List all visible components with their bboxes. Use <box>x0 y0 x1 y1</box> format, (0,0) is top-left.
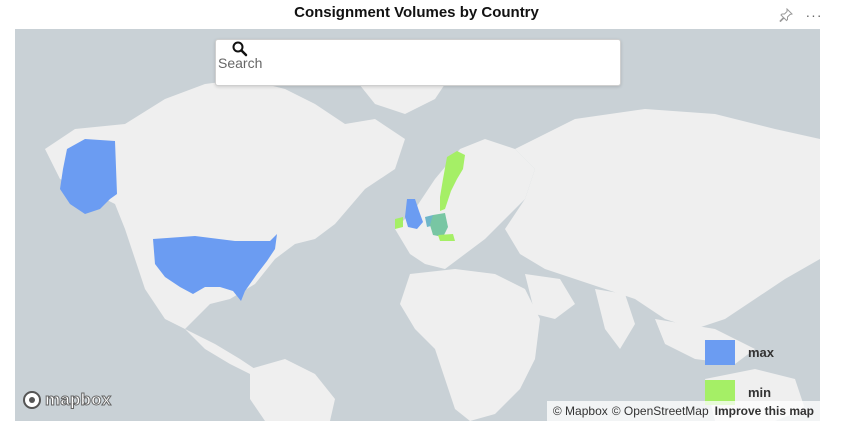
landmass-japan <box>740 234 757 269</box>
landmass-north-america <box>45 79 405 329</box>
country-united-states <box>153 234 277 301</box>
landmass-asia <box>505 109 820 329</box>
mapbox-logo-text: mapbox <box>44 390 112 410</box>
country-united-kingdom <box>405 199 423 229</box>
visual-header-actions: ··· <box>777 6 823 24</box>
legend-label-min: min <box>748 384 772 400</box>
choropleth-layer <box>60 139 465 301</box>
more-options-icon[interactable]: ··· <box>805 7 823 23</box>
attribution-osm-link[interactable]: © OpenStreetMap <box>611 404 709 418</box>
map-canvas[interactable]: max min mapbox © Mapbox © OpenStreetMap … <box>15 29 820 421</box>
attribution-mapbox-link[interactable]: © Mapbox <box>552 404 608 418</box>
search-icon <box>232 41 248 57</box>
mapbox-logo[interactable]: mapbox <box>23 390 112 410</box>
legend-swatch-max <box>705 339 735 365</box>
landmass-india <box>595 289 635 349</box>
chart-title: Consignment Volumes by Country <box>294 4 539 21</box>
landmass-arabia <box>525 274 575 319</box>
landmass-south-america <box>250 359 335 421</box>
search-box[interactable] <box>215 39 621 86</box>
search-input[interactable] <box>216 53 540 72</box>
legend-item-max: max <box>705 338 815 366</box>
legend-item-min: min <box>705 378 815 406</box>
world-map <box>45 39 820 421</box>
landmass-europe <box>395 139 535 269</box>
country-germany <box>430 213 448 237</box>
map-attribution: © Mapbox © OpenStreetMap Improve this ma… <box>546 401 820 421</box>
legend-label-max: max <box>748 344 775 360</box>
pin-icon[interactable] <box>777 6 795 24</box>
country-ireland <box>395 217 403 229</box>
country-alaska <box>60 139 117 214</box>
map-legend: max min <box>705 338 815 418</box>
mapbox-logo-icon <box>23 391 41 409</box>
improve-map-link[interactable]: Improve this map <box>714 404 814 418</box>
country-sweden <box>440 151 465 211</box>
landmass-africa <box>400 269 540 421</box>
country-austria <box>438 234 455 241</box>
legend-swatch-min <box>705 379 735 405</box>
landmass-central-america <box>185 329 255 374</box>
